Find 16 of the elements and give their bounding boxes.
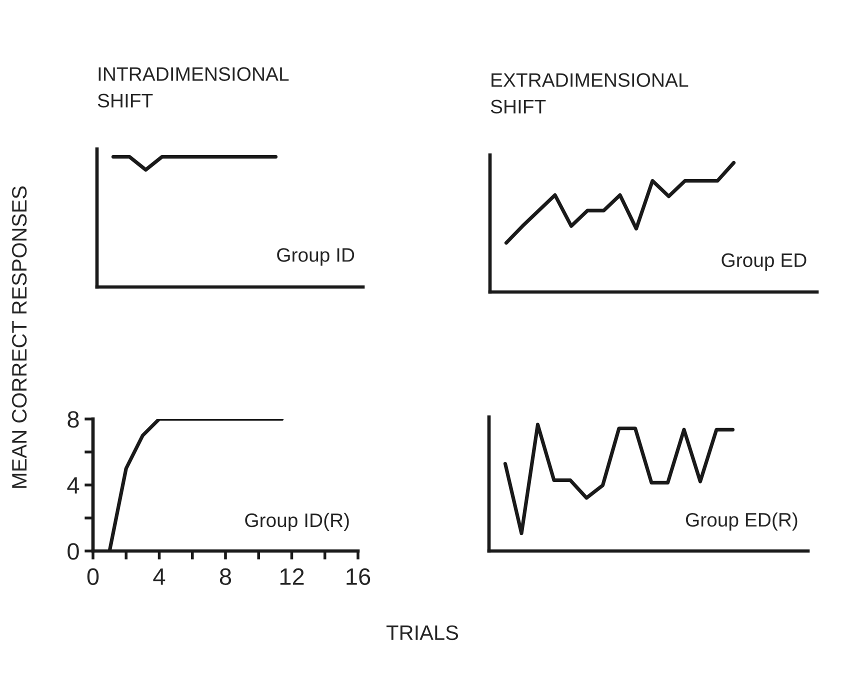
y-tick-label: 8 xyxy=(68,411,79,428)
y-tick-label: 4 xyxy=(67,477,80,494)
x-tick-label: 8 xyxy=(220,568,232,586)
y-tick-label: 0 xyxy=(68,543,79,560)
y-axis-title: MEAN CORRECT RESPONSES xyxy=(12,186,27,488)
annotation: Group ID(R) xyxy=(245,512,349,532)
x-tick-label: 12 xyxy=(280,568,304,585)
annotation: Group ED(R) xyxy=(686,512,798,531)
annotation: Group ID xyxy=(277,248,354,266)
x-tick-label: 4 xyxy=(153,568,166,585)
chart-title: EXTRADIMENSIONAL SHIFT xyxy=(490,73,688,114)
chart-title: INTRADIMENSIONAL SHIFT xyxy=(98,67,289,108)
x-axis-title: TRIALS xyxy=(386,625,458,640)
annotation: Group ED xyxy=(722,253,806,271)
x-tick-label: 0 xyxy=(87,568,99,586)
x-tick-label: 16 xyxy=(346,568,370,586)
